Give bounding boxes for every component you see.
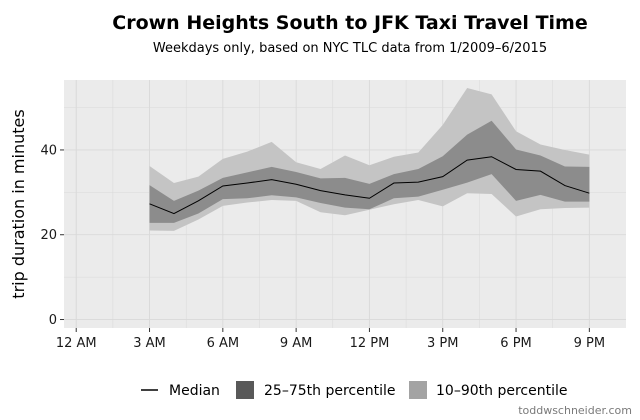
- source-credit: toddwschneider.com: [518, 404, 632, 417]
- median-line: [149, 156, 590, 215]
- x-tick-label: 9 AM: [280, 336, 313, 351]
- x-axis: 12 AM 3 AM 6 AM 9 AM 12 PM 3 PM 6 PM 9 PM: [56, 328, 605, 351]
- x-tick-label: 9 PM: [574, 336, 605, 351]
- x-tick-label: 6 AM: [207, 336, 240, 351]
- legend-10-90-label: 10–90th percentile: [436, 383, 567, 399]
- y-axis: 0 20 40: [40, 143, 64, 328]
- x-tick-label: 6 PM: [500, 336, 531, 351]
- y-tick-label: 20: [40, 228, 57, 243]
- chart-title: Crown Heights South to JFK Taxi Travel T…: [112, 12, 588, 34]
- y-tick-label: 0: [49, 313, 57, 328]
- median-line-group: [149, 156, 590, 215]
- legend-10-90-key: [409, 381, 427, 399]
- legend-25-75-label: 25–75th percentile: [264, 383, 395, 399]
- legend-25-75-key: [236, 381, 254, 399]
- y-axis-title: trip duration in minutes: [9, 109, 28, 298]
- x-tick-label: 12 AM: [56, 336, 97, 351]
- x-tick-label: 12 PM: [350, 336, 390, 351]
- legend: Median 25–75th percentile 10–90th percenti…: [141, 381, 567, 399]
- legend-median-label: Median: [169, 383, 220, 399]
- percentile-bands: [149, 88, 590, 231]
- chart-subtitle: Weekdays only, based on NYC TLC data fro…: [152, 41, 548, 56]
- x-tick-label: 3 AM: [133, 336, 166, 351]
- band-25-75th-percentile: [149, 120, 590, 223]
- y-tick-label: 40: [40, 143, 57, 158]
- x-tick-label: 3 PM: [427, 336, 458, 351]
